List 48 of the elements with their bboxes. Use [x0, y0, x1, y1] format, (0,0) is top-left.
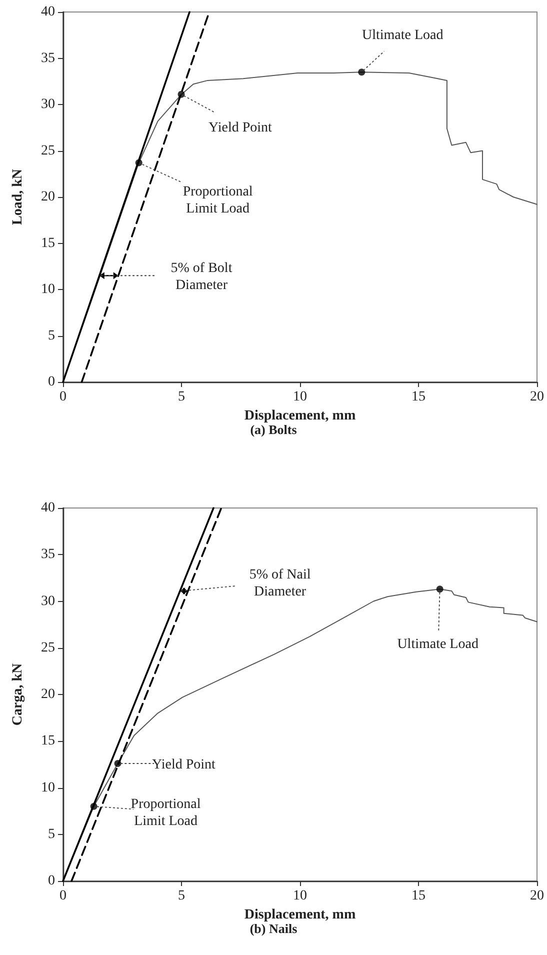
x-tick-label: 5 [178, 888, 185, 904]
y-tick-label: 10 [41, 780, 55, 796]
annotation: 5% of Nail Diameter [249, 567, 311, 600]
y-tick-label: 35 [41, 50, 55, 66]
annotation: Proportional Limit Load [182, 184, 253, 216]
y-tick-label: 30 [41, 97, 55, 112]
annotation: Yield Point [208, 120, 272, 136]
y-tick-label: 35 [41, 547, 55, 562]
x-tick-label: 10 [293, 390, 307, 404]
point [114, 760, 122, 768]
annotation: Proportional Limit Load [130, 796, 201, 829]
y-tick-label: 5 [48, 328, 55, 344]
x-tick-label: 20 [530, 888, 544, 904]
annotation: Ultimate Load [397, 637, 478, 652]
annotation: 5% of Bolt Diameter [170, 261, 232, 294]
y-tick-label: 25 [41, 640, 55, 656]
y-tick-label: 20 [41, 687, 55, 702]
x-tick-label: 10 [293, 888, 307, 904]
x-tick-label: 15 [412, 888, 426, 904]
y-tick-label: 30 [41, 594, 55, 609]
y-tick-label: 5 [48, 826, 55, 842]
y-tick-label: 15 [41, 236, 55, 251]
y-tick-label: 20 [41, 190, 55, 204]
y-tick-label: 40 [41, 500, 55, 516]
y-tick-label: 0 [48, 374, 55, 390]
x-tick-label: 20 [530, 390, 544, 404]
y-axis-title: Load, kN [10, 168, 26, 226]
text: (b) Nails [250, 921, 298, 936]
point [135, 159, 142, 166]
x-axis-title: Displacement, mm [244, 907, 356, 922]
annotation: Yield Point [152, 758, 216, 773]
text: (a) Bolts [250, 422, 297, 437]
x-axis-title: Displacement, mm [244, 408, 356, 424]
x-tick-label: 0 [60, 390, 66, 404]
annotation: Ultimate Load [362, 28, 444, 44]
x-tick-label: 0 [60, 888, 66, 904]
y-tick-label: 25 [41, 143, 55, 158]
x-tick-label: 5 [178, 390, 185, 404]
y-tick-label: 15 [41, 734, 55, 749]
y-tick-label: 0 [48, 874, 55, 888]
point [358, 68, 366, 76]
point [436, 586, 444, 593]
point [90, 802, 98, 810]
x-tick-label: 15 [412, 390, 426, 404]
y-axis-title: Carga, kN [10, 663, 26, 726]
y-tick-label: 40 [41, 4, 55, 20]
y-tick-label: 10 [41, 282, 55, 297]
point [178, 90, 185, 98]
